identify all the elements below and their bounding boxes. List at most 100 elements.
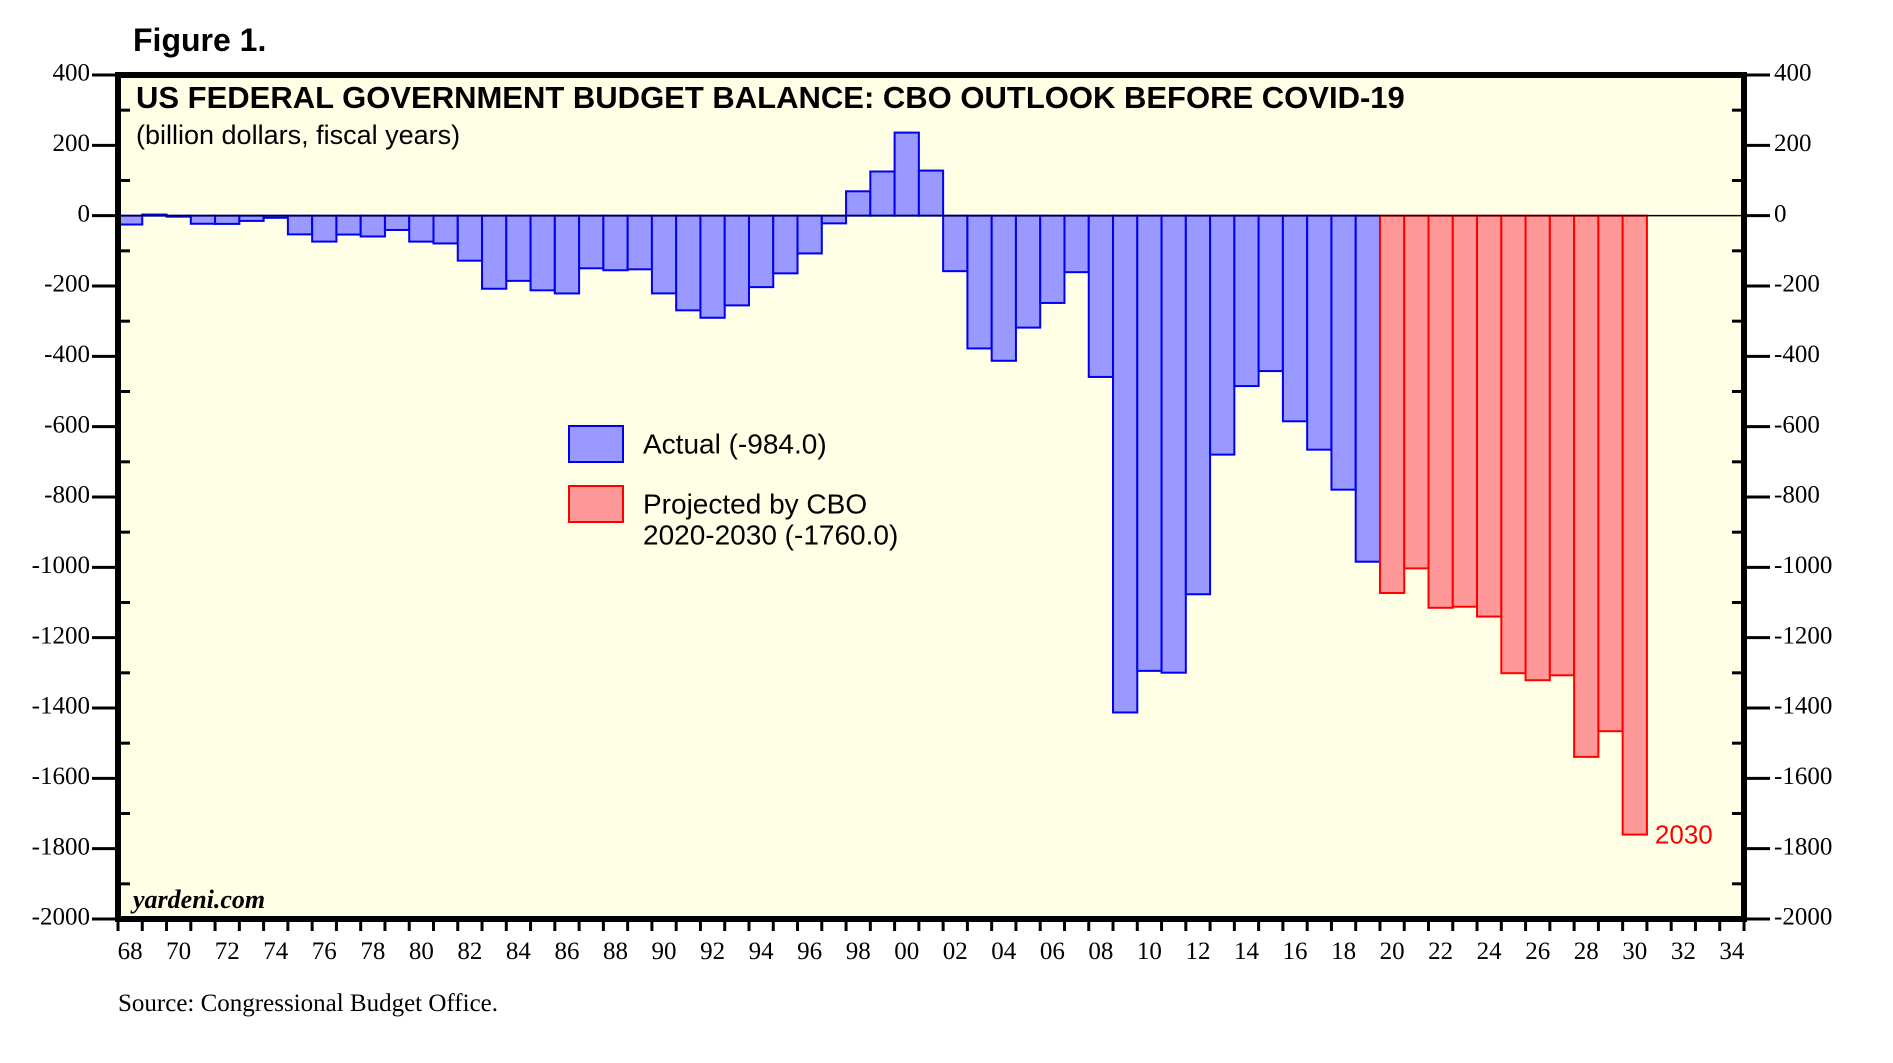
- y-tick-label-right: -2000: [1774, 904, 1832, 931]
- legend-label-actual: Actual (-984.0): [643, 428, 827, 459]
- bar-actual-1995: [772, 214, 799, 275]
- y-tick-label-left: 200: [53, 130, 91, 157]
- x-tick-label: 68: [118, 938, 143, 965]
- x-tick-label: 88: [603, 938, 628, 965]
- y-tick-label-right: -200: [1774, 271, 1820, 298]
- bar-projected-2023: [1451, 214, 1479, 608]
- bar-actual-2001: [917, 169, 945, 217]
- x-tick-label: 82: [457, 938, 482, 965]
- bar-projected-2021: [1403, 214, 1430, 570]
- x-tick-label: 06: [1040, 938, 1065, 965]
- chart-title: US FEDERAL GOVERNMENT BUDGET BALANCE: CB…: [136, 80, 1405, 115]
- y-tick-label-left: -2000: [32, 904, 90, 931]
- bar-actual-2015: [1257, 214, 1284, 373]
- y-tick-label-right: 0: [1774, 200, 1787, 227]
- bar-actual-1973: [238, 214, 265, 222]
- x-tick-label: 74: [263, 938, 289, 965]
- x-tick-label: 04: [991, 938, 1017, 965]
- y-tick-label-right: -1400: [1774, 693, 1832, 720]
- bar-actual-2003: [966, 214, 993, 350]
- bar-actual-1971: [189, 214, 217, 225]
- x-tick-label: 94: [749, 938, 775, 965]
- bar-projected-2029: [1597, 214, 1624, 733]
- bar-actual-1976: [311, 214, 338, 243]
- y-tick-label-right: -1600: [1774, 763, 1832, 790]
- bar-actual-1986: [553, 214, 581, 295]
- bar-projected-2028: [1573, 214, 1600, 758]
- bar-actual-1993: [723, 214, 750, 307]
- bar-projected-2020: [1378, 214, 1406, 595]
- bar-actual-2011: [1160, 214, 1187, 674]
- x-tick-label: 12: [1185, 938, 1210, 965]
- y-tick-label-right: 400: [1774, 60, 1812, 87]
- bar-actual-1981: [432, 214, 459, 245]
- bar-actual-2014: [1233, 214, 1260, 388]
- x-tick-label: 70: [166, 938, 191, 965]
- source-note: Source: Congressional Budget Office.: [118, 990, 499, 1017]
- bar-actual-2000: [893, 131, 920, 217]
- bar-actual-2002: [942, 214, 969, 273]
- bar-projected-2022: [1427, 214, 1454, 609]
- bar-actual-1999: [869, 170, 896, 217]
- x-tick-label: 98: [846, 938, 871, 965]
- bar-actual-2009: [1112, 214, 1139, 714]
- y-axis-right: 400 200 0 -200 -400 -600 -800 -1000 -1200 -1400 -1…: [1732, 60, 1832, 931]
- annotation-2030: 2030: [1655, 820, 1713, 850]
- y-tick-label-left: -1800: [32, 833, 90, 860]
- y-tick-label-left: 0: [78, 200, 91, 227]
- x-tick-label: 24: [1477, 938, 1503, 965]
- y-tick-label-left: -200: [44, 271, 90, 298]
- x-tick-label: 92: [700, 938, 725, 965]
- x-tick-label: 16: [1283, 938, 1308, 965]
- bar-actual-2013: [1209, 214, 1236, 456]
- bar-actual-1977: [335, 214, 362, 236]
- bar-actual-2018: [1330, 214, 1357, 491]
- x-tick-label: 76: [312, 938, 337, 965]
- bar-actual-2012: [1184, 214, 1212, 596]
- legend: Actual (-984.0) Projected by CBO 2020-20…: [568, 425, 898, 550]
- bar-actual-2019: [1354, 214, 1381, 563]
- x-tick-label: 80: [409, 938, 434, 965]
- y-tick-label-left: -1200: [32, 622, 90, 649]
- bar-actual-1968: [117, 214, 144, 226]
- bar-actual-1998: [845, 190, 872, 217]
- bar-actual-1994: [747, 214, 775, 289]
- x-tick-label: 84: [506, 938, 532, 965]
- bar-projected-2024: [1476, 214, 1503, 618]
- y-tick-label-left: 400: [53, 60, 91, 87]
- bars-group: [117, 131, 1648, 836]
- x-tick-label: 14: [1234, 938, 1260, 965]
- legend-swatch-actual: [568, 425, 624, 463]
- x-tick-label: 96: [797, 938, 822, 965]
- bar-actual-1984: [505, 214, 532, 282]
- bar-actual-1972: [214, 214, 241, 225]
- x-tick-label: 30: [1622, 938, 1647, 965]
- y-tick-label-right: -800: [1774, 482, 1820, 509]
- bar-actual-2006: [1039, 214, 1066, 304]
- y-tick-label-right: -400: [1774, 341, 1820, 368]
- bar-actual-2005: [1014, 214, 1042, 329]
- bar-actual-1988: [602, 214, 629, 272]
- y-tick-label-left: -1400: [32, 693, 90, 720]
- bar-actual-2017: [1306, 214, 1333, 451]
- bar-actual-1982: [456, 214, 484, 262]
- bar-actual-2007: [1063, 214, 1090, 274]
- bar-actual-1997: [820, 214, 848, 225]
- x-tick-label: 20: [1380, 938, 1405, 965]
- bar-projected-2026: [1524, 214, 1551, 682]
- x-tick-label: 00: [894, 938, 919, 965]
- x-tick-label: 32: [1671, 938, 1696, 965]
- y-axis-left: 400 200 0 -200 -400 -600 -800 -1000 -1200 -1400 -1…: [32, 60, 130, 931]
- bar-actual-1985: [529, 214, 556, 292]
- y-tick-label-left: -800: [44, 482, 90, 509]
- bar-projected-2025: [1500, 214, 1527, 675]
- y-tick-label-right: -1800: [1774, 833, 1832, 860]
- bar-actual-1987: [578, 214, 605, 270]
- chart-subtitle: (billion dollars, fiscal years): [136, 120, 460, 150]
- y-tick-label-right: -1200: [1774, 622, 1832, 649]
- x-tick-label: 78: [360, 938, 385, 965]
- y-tick-label-right: -600: [1774, 411, 1820, 438]
- x-tick-label: 02: [943, 938, 968, 965]
- bar-actual-1978: [359, 214, 386, 238]
- figure-label: Figure 1.: [133, 22, 267, 58]
